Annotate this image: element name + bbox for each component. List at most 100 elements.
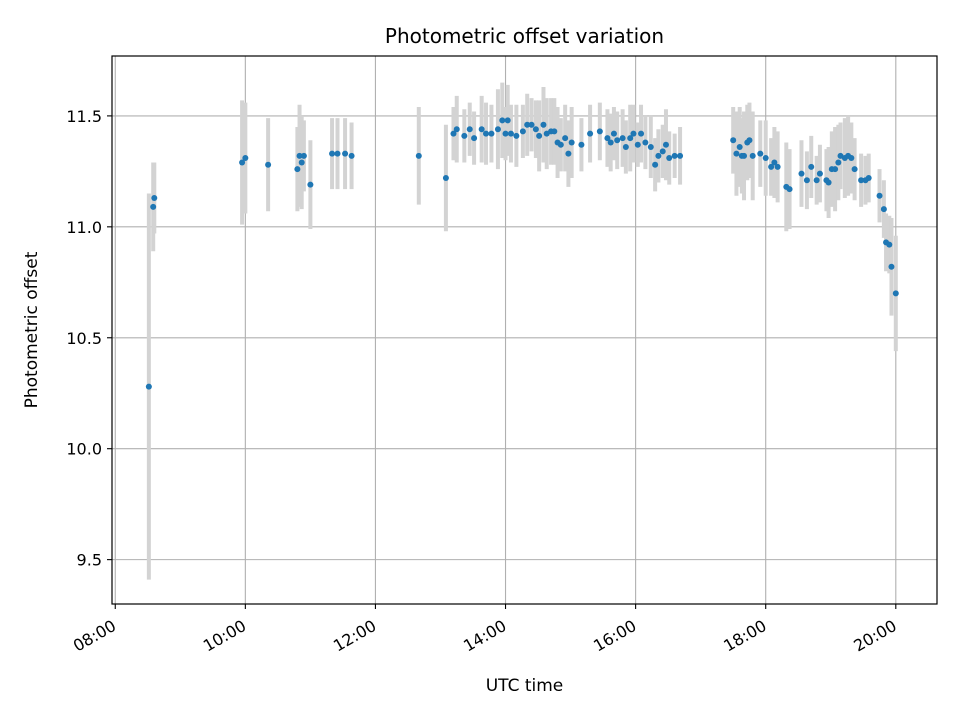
data-point xyxy=(858,177,865,184)
data-point xyxy=(733,150,740,157)
data-point xyxy=(504,117,511,124)
data-point xyxy=(741,152,748,159)
data-point xyxy=(634,141,641,148)
data-point xyxy=(736,143,743,150)
data-point xyxy=(808,163,815,170)
data-point xyxy=(677,152,684,159)
data-point xyxy=(488,130,495,137)
plot-frame xyxy=(111,55,938,605)
y-axis-title: Photometric offset xyxy=(22,251,42,408)
data-point xyxy=(342,150,349,157)
data-point xyxy=(478,126,485,133)
data-point xyxy=(892,290,899,297)
data-point xyxy=(888,263,895,270)
data-point xyxy=(450,130,457,137)
data-point xyxy=(557,141,564,148)
data-point xyxy=(596,128,603,135)
data-point xyxy=(532,126,539,133)
data-point xyxy=(627,135,634,142)
data-point xyxy=(848,155,855,162)
data-point xyxy=(607,139,614,146)
data-point xyxy=(886,241,893,248)
point-layer xyxy=(145,117,899,390)
data-point xyxy=(786,186,793,193)
chart-title: Photometric offset variation xyxy=(385,24,664,48)
data-point xyxy=(662,141,669,148)
data-point xyxy=(453,126,460,133)
data-point xyxy=(551,128,558,135)
data-point xyxy=(730,137,737,144)
data-point xyxy=(466,126,473,133)
data-point xyxy=(298,159,305,166)
data-point xyxy=(610,130,617,137)
y-tick-label: 11.5 xyxy=(66,107,102,126)
data-point xyxy=(329,150,336,157)
data-point xyxy=(832,166,839,173)
data-point xyxy=(300,152,307,159)
data-point xyxy=(865,175,872,182)
data-point xyxy=(587,130,594,137)
y-tick-label: 10.0 xyxy=(66,440,102,459)
data-point xyxy=(265,161,272,168)
data-point xyxy=(798,170,805,177)
data-point xyxy=(150,203,157,210)
data-point xyxy=(880,206,887,213)
data-point xyxy=(771,159,778,166)
data-point xyxy=(746,137,753,144)
data-point xyxy=(568,139,575,146)
data-point xyxy=(239,159,246,166)
data-point xyxy=(442,175,449,182)
data-point xyxy=(540,121,547,128)
data-point xyxy=(774,163,781,170)
data-point xyxy=(647,143,654,150)
data-point xyxy=(483,130,490,137)
data-point xyxy=(415,152,422,159)
data-point xyxy=(296,152,303,159)
data-point xyxy=(816,170,823,177)
data-point xyxy=(461,132,468,139)
data-point xyxy=(471,135,478,142)
data-point xyxy=(671,152,678,159)
data-point xyxy=(565,150,572,157)
data-point xyxy=(757,150,764,157)
data-point xyxy=(151,194,158,201)
y-tick-label: 10.5 xyxy=(66,329,102,348)
data-point xyxy=(294,166,301,173)
data-point xyxy=(519,128,526,135)
data-point xyxy=(242,155,249,162)
data-point xyxy=(652,161,659,168)
data-point xyxy=(502,130,509,137)
data-point xyxy=(768,163,775,170)
data-point xyxy=(348,152,355,159)
data-point xyxy=(145,383,152,390)
data-point xyxy=(835,159,842,166)
data-point xyxy=(524,121,531,128)
y-tick-label: 9.5 xyxy=(77,551,102,570)
data-point xyxy=(604,135,611,142)
data-point xyxy=(536,132,543,139)
data-point xyxy=(876,192,883,199)
data-point xyxy=(813,177,820,184)
data-point xyxy=(307,181,314,188)
data-point xyxy=(622,143,629,150)
data-point xyxy=(655,152,662,159)
data-point xyxy=(749,152,756,159)
data-point xyxy=(619,135,626,142)
data-point xyxy=(851,166,858,173)
data-point xyxy=(507,130,514,137)
data-point xyxy=(630,130,637,137)
data-point xyxy=(659,148,666,155)
data-point xyxy=(578,141,585,148)
y-tick-label: 11.0 xyxy=(66,218,102,237)
data-point xyxy=(825,179,832,186)
data-point xyxy=(494,126,501,133)
data-point xyxy=(562,135,569,142)
x-axis-title: UTC time xyxy=(486,676,564,696)
grid-layer xyxy=(112,56,937,604)
data-point xyxy=(638,130,645,137)
data-point xyxy=(666,155,673,162)
data-point xyxy=(334,150,341,157)
data-point xyxy=(614,137,621,144)
data-point xyxy=(803,177,810,184)
